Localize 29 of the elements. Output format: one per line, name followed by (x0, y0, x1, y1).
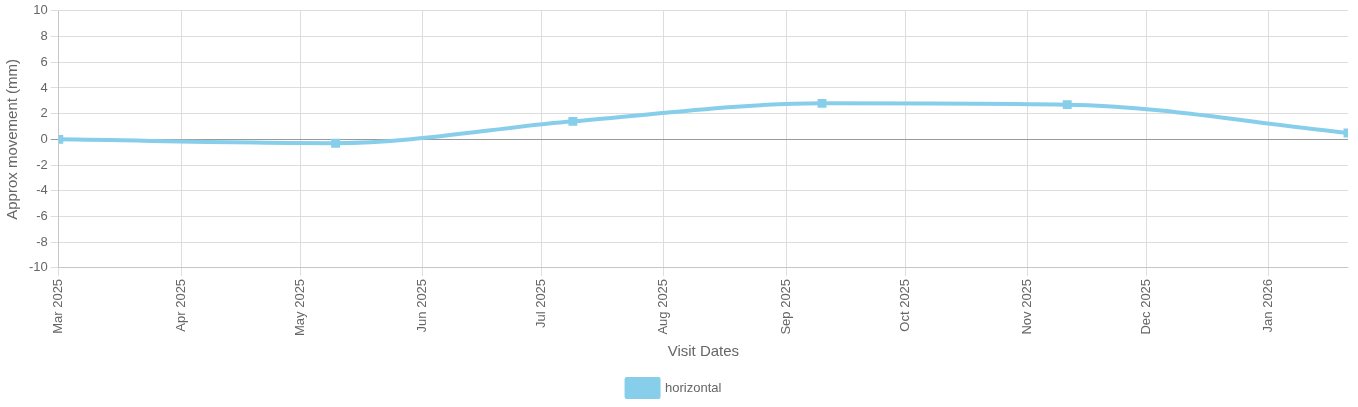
y-tick-label: 6 (40, 53, 48, 69)
x-tick-label: Sep 2025 (778, 278, 794, 335)
y-tick-label: 10 (33, 2, 48, 18)
x-tick-label: Jan 2026 (1260, 278, 1276, 333)
y-tick-label: -6 (36, 208, 48, 224)
point (1062, 100, 1072, 110)
x-tick-label: Oct 2025 (896, 278, 912, 332)
y-tick-label: 0 (40, 130, 48, 146)
x-axis-title: Visit Dates (667, 342, 740, 360)
y-tick-label: -8 (36, 233, 48, 249)
point (817, 98, 827, 108)
y-tick-label: -10 (28, 259, 48, 275)
x-tick-label: Nov 2025 (1019, 278, 1035, 335)
x-tick-label: Dec 2025 (1137, 278, 1153, 335)
y-tick-label: 4 (40, 79, 48, 95)
x-tick-label: May 2025 (291, 278, 307, 336)
y-tick-label: 2 (40, 105, 48, 121)
x-tick-label: Jul 2025 (532, 278, 548, 329)
legend-label: horizontal (665, 379, 722, 395)
point (331, 138, 341, 148)
y-axis-title: Approx movement (mm) (3, 58, 21, 220)
point (568, 116, 578, 126)
y-tick-label: 8 (40, 28, 48, 44)
x-tick-label: Jun 2025 (414, 278, 430, 333)
x-tick-label: Mar 2025 (50, 278, 66, 334)
y-tick-label: -2 (36, 156, 48, 172)
x-tick-label: Apr 2025 (172, 278, 188, 332)
y-tick-label: -4 (36, 182, 48, 198)
x-tick-label: Aug 2025 (655, 278, 671, 335)
